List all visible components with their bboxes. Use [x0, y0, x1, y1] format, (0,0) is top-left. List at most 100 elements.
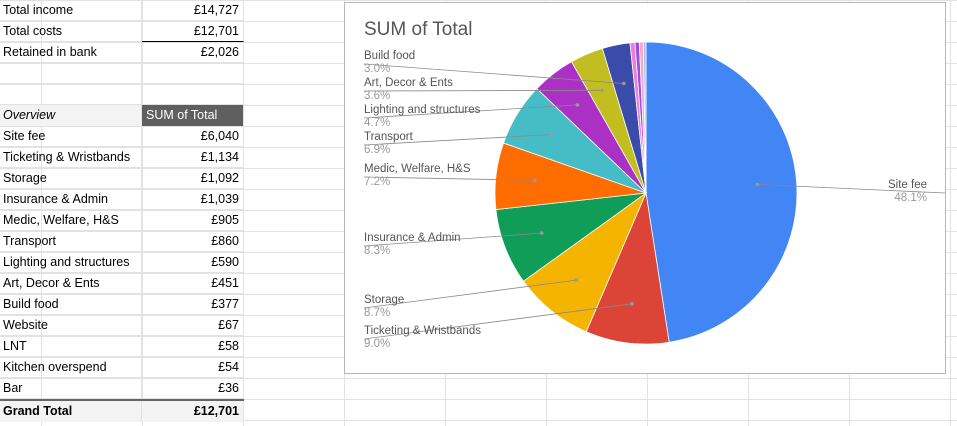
- pivot-row[interactable]: Medic, Welfare, H&S £905: [0, 210, 244, 231]
- leader-dot: [549, 132, 553, 137]
- pivot-row-value[interactable]: £36: [142, 378, 244, 399]
- pivot-row-value[interactable]: £6,040: [142, 126, 244, 147]
- pivot-header-row[interactable]: Overview SUM of Total: [0, 105, 244, 126]
- pivot-row-value[interactable]: £1,039: [142, 189, 244, 210]
- slice-label: Ticketing & Wristbands: [364, 325, 481, 337]
- pivot-row[interactable]: Site fee £6,040: [0, 126, 244, 147]
- pivot-row-value[interactable]: £905: [142, 210, 244, 231]
- slice-percent: 7.2%: [364, 176, 390, 188]
- pivot-row-value[interactable]: £54: [142, 357, 244, 378]
- pivot-row[interactable]: Bar £36: [0, 378, 244, 399]
- leader-line: [363, 89, 603, 92]
- pie-slice[interactable]: [645, 41, 798, 343]
- pie-slice[interactable]: [642, 41, 647, 194]
- pivot-row-value[interactable]: £451: [142, 273, 244, 294]
- pivot-row-label[interactable]: Insurance & Admin: [0, 189, 142, 210]
- pivot-row-value[interactable]: £590: [142, 252, 244, 273]
- pivot-row[interactable]: Build food £377: [0, 294, 244, 315]
- pivot-row[interactable]: Ticketing & Wristbands £1,134: [0, 147, 244, 168]
- pivot-row-value[interactable]: £1,092: [142, 168, 244, 189]
- slice-percent: 9.0%: [364, 338, 390, 350]
- summary-row-income[interactable]: Total income £14,727: [0, 0, 244, 21]
- pivot-row[interactable]: Insurance & Admin £1,039: [0, 189, 244, 210]
- pivot-row-label[interactable]: Site fee: [0, 126, 142, 147]
- slice-label: Site fee: [888, 179, 927, 191]
- leader-dot: [630, 302, 634, 306]
- spreadsheet: Total income £14,727 Total costs £12,701…: [0, 0, 244, 422]
- leader-line: [363, 63, 624, 84]
- slice-percent: 8.7%: [364, 307, 390, 319]
- empty-row[interactable]: [0, 63, 244, 84]
- slice-label: Storage: [364, 294, 404, 306]
- slice-percent: 3.6%: [364, 90, 390, 102]
- summary-label[interactable]: Retained in bank: [0, 42, 142, 63]
- pivot-row[interactable]: LNT £58: [0, 336, 244, 357]
- empty-cell[interactable]: [0, 84, 142, 105]
- summary-row-costs[interactable]: Total costs £12,701: [0, 21, 244, 42]
- pivot-row-label[interactable]: Bar: [0, 378, 142, 399]
- empty-cell[interactable]: [142, 84, 244, 105]
- pivot-row-value[interactable]: £58: [142, 336, 244, 357]
- pivot-row[interactable]: Art, Decor & Ents £451: [0, 273, 244, 294]
- pivot-row-value[interactable]: £860: [142, 231, 244, 252]
- pivot-header-overview[interactable]: Overview: [0, 105, 142, 126]
- summary-label[interactable]: Total income: [0, 0, 142, 21]
- pivot-row-value[interactable]: £377: [142, 294, 244, 315]
- leader-line: [363, 176, 536, 181]
- leader-dot: [533, 178, 537, 183]
- pivot-header-sum[interactable]: SUM of Total: [142, 105, 244, 126]
- pivot-rows: Site fee £6,040 Ticketing & Wristbands £1,1…: [0, 126, 244, 399]
- pivot-row-label[interactable]: Kitchen overspend: [0, 357, 142, 378]
- grand-total-value[interactable]: £12,701: [142, 401, 244, 422]
- leader-line: [363, 303, 632, 340]
- pie-slice[interactable]: [585, 191, 670, 345]
- empty-row[interactable]: [0, 84, 244, 105]
- leader-dot: [539, 231, 544, 235]
- leader-dot: [622, 81, 626, 86]
- leader-line: [363, 232, 542, 247]
- pivot-row[interactable]: Transport £860: [0, 231, 244, 252]
- pivot-row-value[interactable]: £67: [142, 315, 244, 336]
- pivot-row-label[interactable]: Build food: [0, 294, 142, 315]
- pivot-row-value[interactable]: £1,134: [142, 147, 244, 168]
- chart-title: SUM of Total: [364, 19, 473, 40]
- slice-label: Art, Decor & Ents: [364, 77, 453, 89]
- summary-value[interactable]: £12,701: [142, 21, 244, 42]
- leader-line: [363, 104, 578, 119]
- empty-cell[interactable]: [0, 63, 142, 84]
- leader-line: [757, 184, 946, 194]
- summary-label[interactable]: Total costs: [0, 21, 142, 42]
- pivot-row-label[interactable]: Storage: [0, 168, 142, 189]
- slice-percent: 8.3%: [364, 245, 390, 257]
- pivot-row[interactable]: Storage £1,092: [0, 168, 244, 189]
- slice-percent: 3.0%: [364, 63, 390, 75]
- pie-chart[interactable]: SUM of Total Site fee 48.1% Ticketing & Wr…: [344, 2, 946, 374]
- summary-value[interactable]: £14,727: [142, 0, 244, 21]
- leader-line: [363, 134, 551, 146]
- leader-dot: [574, 278, 578, 282]
- leader-line: [363, 279, 577, 309]
- slice-label: Lighting and structures: [364, 104, 481, 116]
- slice-label: Build food: [364, 50, 415, 62]
- pivot-row[interactable]: Website £67: [0, 315, 244, 336]
- grand-total-label[interactable]: Grand Total: [0, 401, 142, 422]
- pivot-row-label[interactable]: Medic, Welfare, H&S: [0, 210, 142, 231]
- empty-cell[interactable]: [142, 63, 244, 84]
- slice-percent: 4.7%: [364, 117, 390, 129]
- pivot-row-label[interactable]: Lighting and structures: [0, 252, 142, 273]
- slice-label: Transport: [364, 131, 414, 143]
- summary-row-retained[interactable]: Retained in bank £2,026: [0, 42, 244, 63]
- pivot-row-label[interactable]: Art, Decor & Ents: [0, 273, 142, 294]
- pivot-row-label[interactable]: Transport: [0, 231, 142, 252]
- pivot-grand-total-row[interactable]: Grand Total £12,701: [0, 399, 244, 422]
- leader-dot: [600, 88, 604, 93]
- slice-percent: 48.1%: [894, 192, 927, 204]
- pivot-row[interactable]: Lighting and structures £590: [0, 252, 244, 273]
- pivot-row-label[interactable]: Website: [0, 315, 142, 336]
- pivot-row-label[interactable]: LNT: [0, 336, 142, 357]
- summary-value[interactable]: £2,026: [142, 42, 244, 63]
- slice-percent: 6.9%: [364, 144, 390, 156]
- pivot-row-label[interactable]: Ticketing & Wristbands: [0, 147, 142, 168]
- pivot-row[interactable]: Kitchen overspend £54: [0, 357, 244, 378]
